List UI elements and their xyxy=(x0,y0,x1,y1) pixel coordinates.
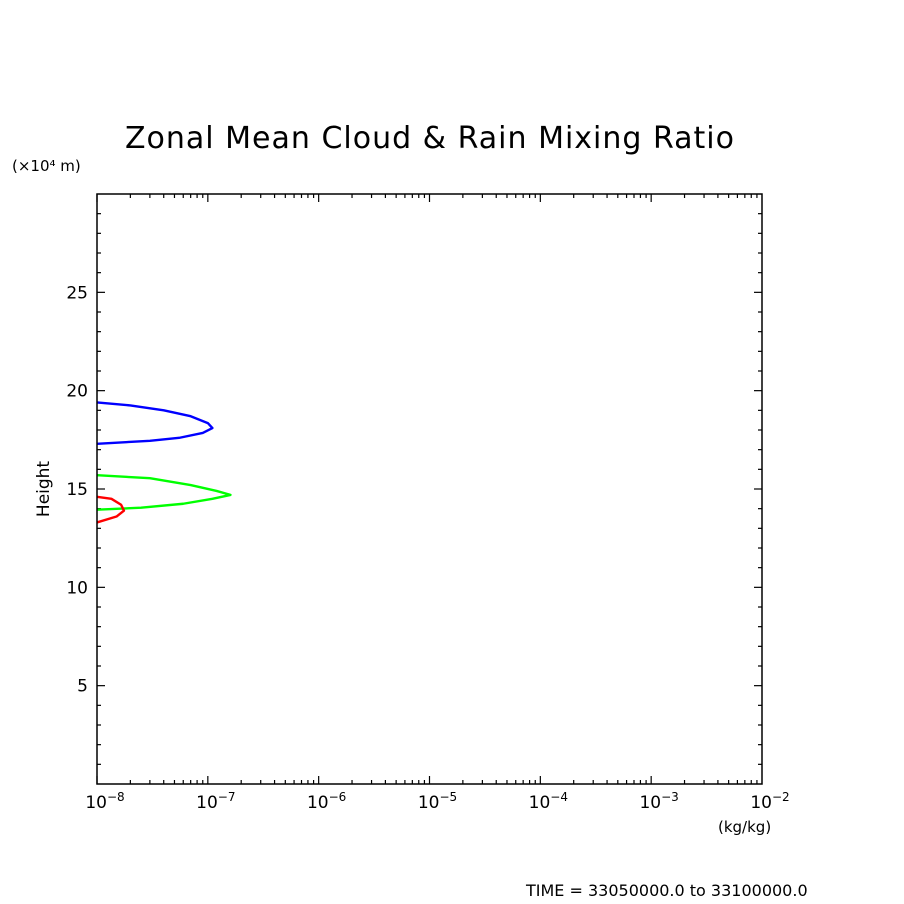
series-line-2 xyxy=(96,474,232,511)
y-tick-labels: 5 10 15 20 25 xyxy=(66,283,88,696)
x-tick-label: 10−3 xyxy=(639,790,678,813)
axis-ticks xyxy=(96,194,762,784)
series-line-3 xyxy=(96,495,126,524)
x-tick-label: 10−4 xyxy=(529,790,568,813)
series-group xyxy=(96,401,232,524)
y-tick-label: 20 xyxy=(66,382,88,402)
y-unit-label: (×10⁴ m) xyxy=(12,157,81,175)
x-axis-label: (kg/kg) xyxy=(718,818,771,836)
time-footer: TIME = 33050000.0 to 33100000.0 xyxy=(526,881,808,900)
x-tick-label: 10−6 xyxy=(307,790,346,813)
y-tick-label: 5 xyxy=(77,677,88,697)
y-tick-label: 10 xyxy=(66,578,88,598)
y-tick-label: 15 xyxy=(66,480,88,500)
x-tick-label: 10−2 xyxy=(750,790,789,813)
plot-frame xyxy=(96,193,763,785)
x-tick-label: 10−5 xyxy=(418,790,457,813)
x-tick-labels: 10−8 10−7 10−6 10−5 10−4 10−3 10−2 xyxy=(85,790,789,813)
x-tick-label: 10−8 xyxy=(85,790,124,813)
chart-title: Zonal Mean Cloud & Rain Mixing Ratio xyxy=(125,121,735,156)
y-tick-label: 25 xyxy=(66,283,88,303)
y-axis-label: Height xyxy=(34,461,54,518)
x-tick-label: 10−7 xyxy=(196,790,235,813)
series-line-1 xyxy=(96,401,214,445)
